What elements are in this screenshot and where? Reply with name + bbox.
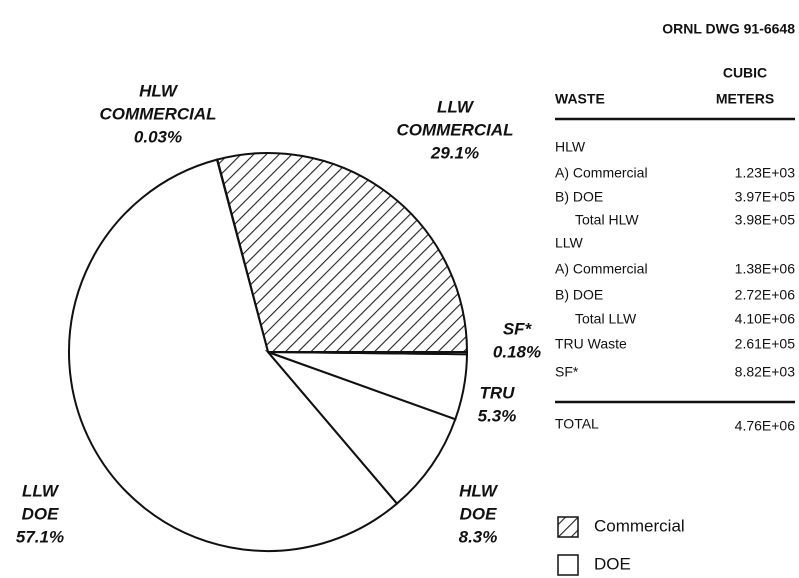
- table-label: B) DOE: [555, 189, 603, 205]
- table-header: METERS: [716, 91, 774, 107]
- table-value: 4.10E+06: [735, 311, 796, 327]
- slice-label: LLW: [22, 481, 60, 500]
- slice-label: DOE: [460, 504, 498, 523]
- table-label: TOTAL: [555, 416, 599, 432]
- table-label: B) DOE: [555, 287, 603, 303]
- table-value: 8.82E+03: [735, 364, 796, 380]
- slice-value-label: 8.3%: [459, 527, 498, 546]
- table-header: CUBIC: [723, 65, 767, 81]
- pie-slice: [68, 158, 399, 552]
- slice-value-label: 29.1%: [430, 143, 479, 162]
- table-label: SF*: [555, 364, 579, 380]
- pie-slice: [267, 351, 469, 356]
- legend-label: DOE: [594, 554, 631, 573]
- slice-value-label: 5.3%: [478, 406, 517, 425]
- table-value: 1.38E+06: [735, 261, 796, 277]
- table-label: TRU Waste: [555, 336, 627, 352]
- table-label: A) Commercial: [555, 261, 648, 277]
- legend-label: Commercial: [594, 516, 685, 535]
- table-value: 3.98E+05: [735, 212, 796, 228]
- table-header: WASTE: [555, 91, 605, 107]
- slice-label: TRU: [480, 383, 516, 402]
- slice-value-label: 0.03%: [134, 127, 182, 146]
- slice-value-label: 57.1%: [16, 527, 64, 546]
- slice-label: HLW: [139, 81, 179, 100]
- table-value: 2.61E+05: [735, 336, 796, 352]
- table-value: 4.76E+06: [735, 418, 796, 434]
- table-label: A) Commercial: [555, 165, 648, 181]
- table-label: HLW: [555, 139, 586, 155]
- legend-swatch: [557, 554, 579, 576]
- slice-label: LLW: [437, 97, 475, 116]
- slice-label: SF*: [503, 319, 533, 338]
- table-value: 2.72E+06: [735, 287, 796, 303]
- legend-swatch: [557, 516, 579, 538]
- slice-label: COMMERCIAL: [99, 104, 216, 123]
- slice-label: COMMERCIAL: [396, 120, 513, 139]
- slice-label: DOE: [22, 504, 60, 523]
- slice-value-label: 0.18%: [493, 342, 541, 361]
- table-label: Total LLW: [575, 311, 637, 327]
- table-value: 3.97E+05: [735, 189, 796, 205]
- table-label: Total HLW: [575, 212, 639, 228]
- pie-slice: [264, 349, 457, 505]
- pie-slice: [216, 152, 469, 353]
- slice-label: HLW: [459, 481, 499, 500]
- drawing-number: ORNL DWG 91-6648: [662, 21, 795, 37]
- table-value: 1.23E+03: [735, 165, 796, 181]
- table-label: LLW: [555, 235, 584, 251]
